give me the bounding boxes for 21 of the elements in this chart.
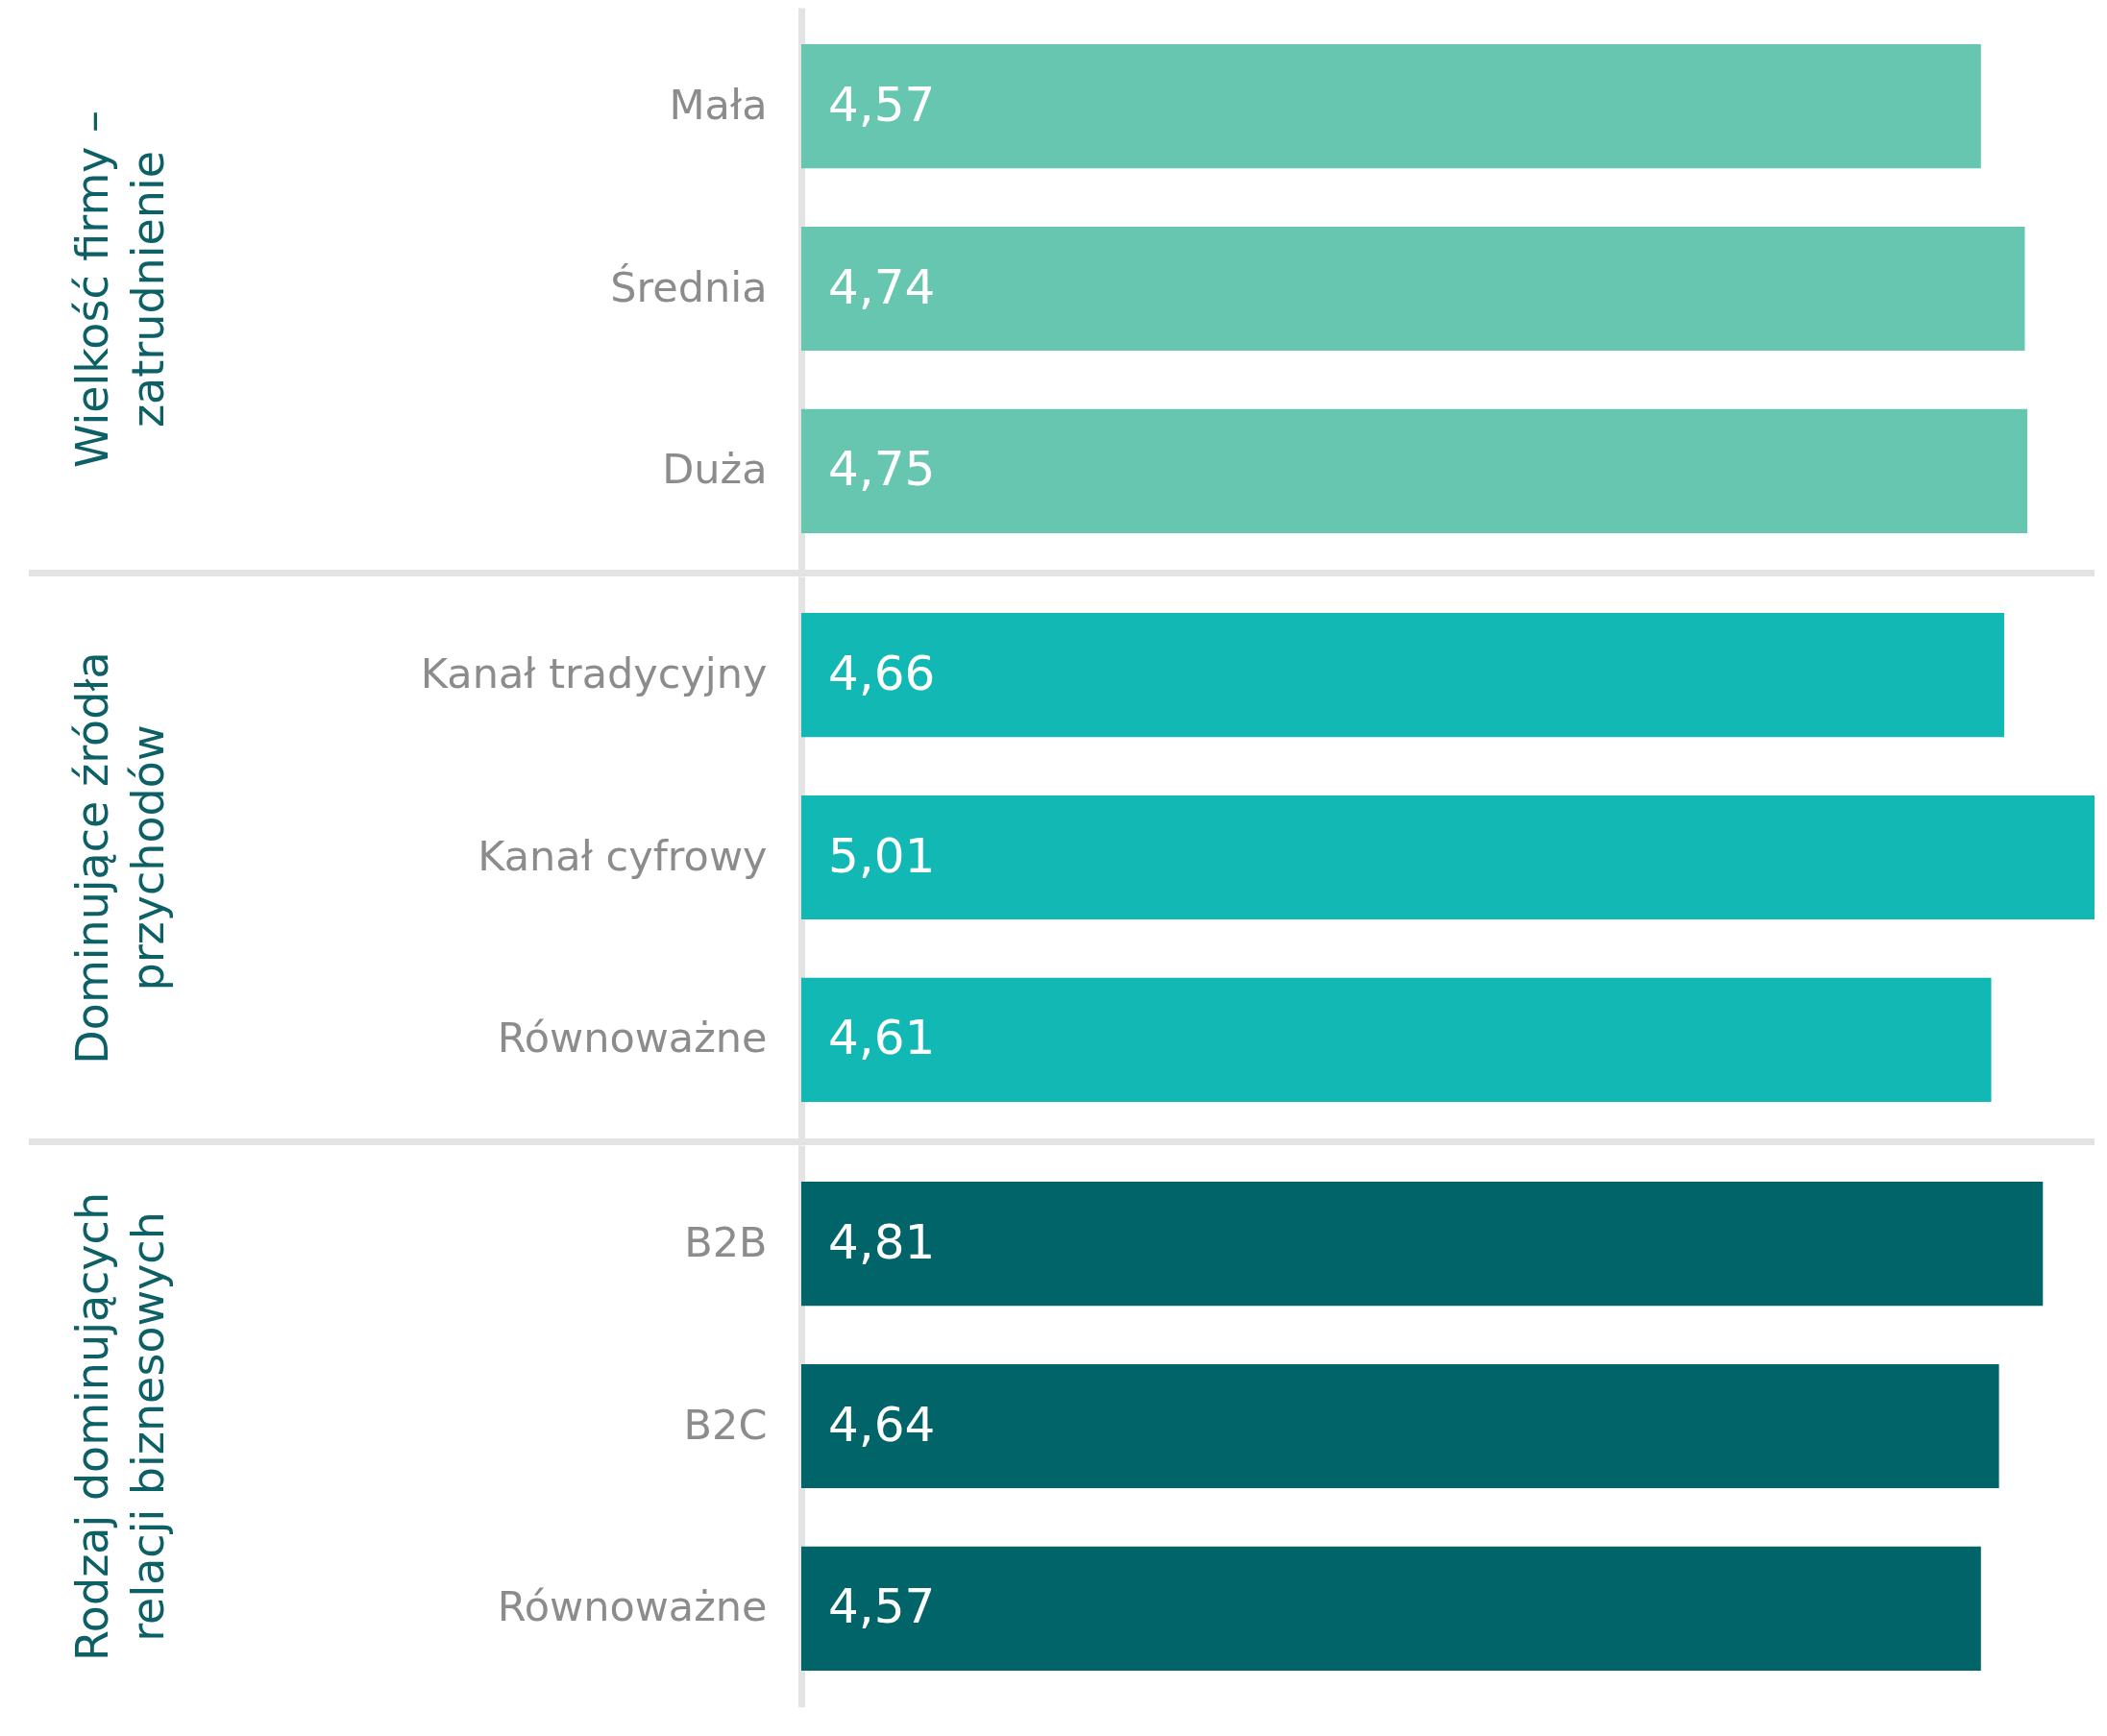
- y-tick-label: Średnia: [610, 262, 768, 311]
- data-label: 4,81: [828, 1213, 936, 1270]
- data-label: 5,01: [828, 827, 936, 884]
- y-tick-label: Duża: [662, 445, 768, 494]
- data-label: 4,66: [828, 645, 936, 701]
- y-axis-title: Dominujące źródła przychodów: [65, 651, 174, 1064]
- y-tick-label: Kanał tradycyjny: [420, 648, 768, 697]
- y-tick-label: Mała: [669, 80, 768, 129]
- y-tick-label: B2B: [684, 1217, 768, 1266]
- data-label: 4,57: [828, 76, 936, 133]
- data-label: 4,74: [828, 258, 936, 315]
- data-label: 4,75: [828, 441, 936, 498]
- y-tick-label: Kanał cyfrowy: [478, 831, 768, 880]
- data-label: 4,64: [828, 1396, 936, 1453]
- y-axis-title: Wielkość firmy – zatrudnienie: [65, 110, 174, 469]
- y-tick-label: Równoważne: [497, 1014, 768, 1063]
- data-label: 4,61: [828, 1010, 936, 1066]
- y-tick-label: Równoważne: [497, 1582, 768, 1631]
- data-label: 4,57: [828, 1578, 936, 1635]
- y-tick-label: B2C: [683, 1400, 768, 1449]
- y-axis-title: Rodzaj dominujących relacji biznesowych: [65, 1191, 174, 1662]
